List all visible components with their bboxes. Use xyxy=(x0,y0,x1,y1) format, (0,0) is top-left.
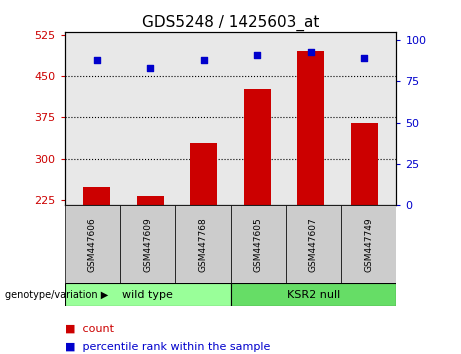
Title: GDS5248 / 1425603_at: GDS5248 / 1425603_at xyxy=(142,14,319,30)
Text: ■  percentile rank within the sample: ■ percentile rank within the sample xyxy=(65,342,270,352)
Text: GSM447768: GSM447768 xyxy=(198,217,207,272)
Text: genotype/variation ▶: genotype/variation ▶ xyxy=(5,290,108,300)
Bar xyxy=(286,205,341,283)
Bar xyxy=(230,205,286,283)
Bar xyxy=(65,283,230,306)
Point xyxy=(147,65,154,71)
Bar xyxy=(65,205,120,283)
Text: GSM447607: GSM447607 xyxy=(309,217,318,272)
Bar xyxy=(83,187,110,205)
Point xyxy=(93,57,100,63)
Point xyxy=(361,56,368,61)
Text: GSM447749: GSM447749 xyxy=(364,217,373,272)
Text: ■  count: ■ count xyxy=(65,324,113,334)
Bar xyxy=(341,205,396,283)
Bar xyxy=(175,205,230,283)
Point xyxy=(200,57,207,63)
Text: wild type: wild type xyxy=(122,290,173,300)
Point xyxy=(254,52,261,58)
Bar xyxy=(351,123,378,205)
Text: GSM447606: GSM447606 xyxy=(88,217,97,272)
Text: GSM447605: GSM447605 xyxy=(254,217,263,272)
Bar xyxy=(120,205,175,283)
Text: GSM447609: GSM447609 xyxy=(143,217,152,272)
Text: KSR2 null: KSR2 null xyxy=(287,290,340,300)
Bar xyxy=(244,88,271,205)
Bar xyxy=(297,51,324,205)
Point xyxy=(307,49,314,55)
Bar xyxy=(137,196,164,205)
Bar xyxy=(230,283,396,306)
Bar xyxy=(190,143,217,205)
